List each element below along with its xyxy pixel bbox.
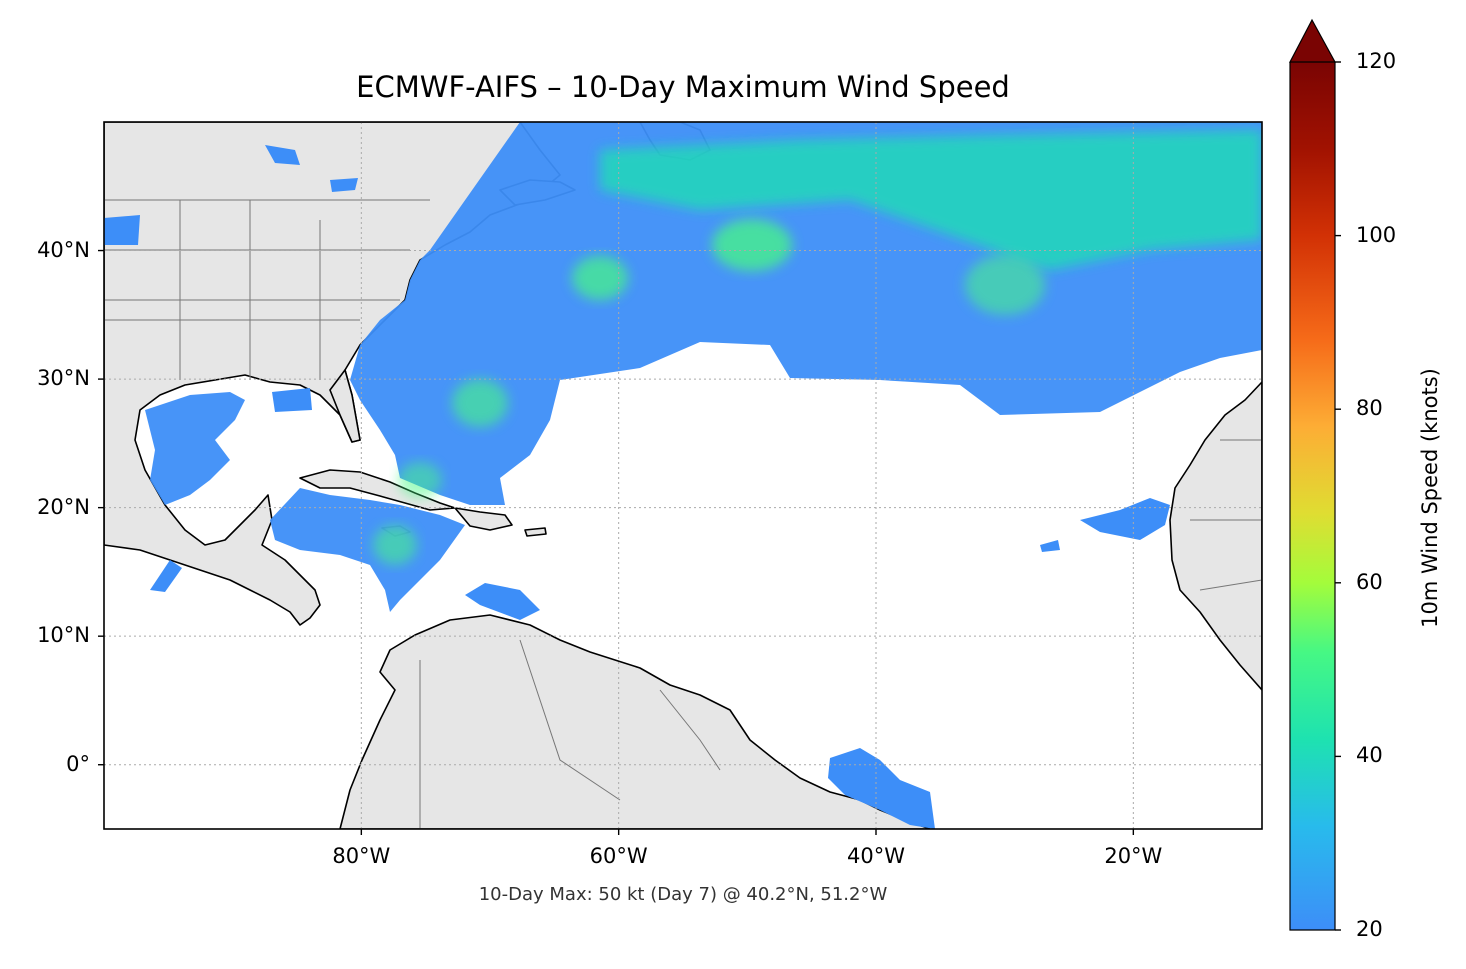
axis-ticks	[98, 249, 1135, 835]
florida	[329, 369, 361, 443]
lat-tick-label: 20°N	[37, 494, 90, 519]
wind-swath-pacific	[150, 560, 182, 592]
wind-field	[104, 122, 1262, 829]
colorbar-extend-arrow	[1289, 18, 1337, 63]
wind-swath-equatorial	[828, 748, 935, 829]
map-panel	[104, 122, 1262, 829]
wind-swath-cape-verde	[1080, 498, 1170, 540]
colorbar-tick-label: 60	[1356, 569, 1383, 594]
colorbar-tick-label: 100	[1356, 222, 1397, 247]
wind-swath-caribbean	[270, 488, 465, 612]
puerto-rico	[524, 527, 547, 537]
lat-tick-label: 0°	[66, 751, 90, 776]
borders	[104, 199, 1262, 829]
wind-swath-gulf	[145, 392, 245, 505]
lat-tick-label: 40°N	[37, 237, 90, 262]
hispaniola	[454, 507, 513, 531]
wind-core-storm-a	[712, 219, 792, 271]
colorbar-gradient	[1290, 62, 1335, 930]
wind-swath-gulf-east	[272, 388, 312, 412]
colorbar-tick-label: 80	[1356, 396, 1383, 421]
lon-tick-label: 40°W	[847, 844, 905, 868]
colorbar-tick-marks	[1335, 61, 1341, 931]
colorbar-tick-label: 40	[1356, 743, 1383, 768]
colorbar-frame	[1289, 62, 1336, 931]
wind-core-bahamas	[398, 462, 442, 498]
south-america	[339, 614, 931, 829]
wind-swath-lakes	[104, 145, 358, 245]
colorbar-axis-label: 10m Wind Speed (knots)	[1418, 368, 1442, 628]
lon-tick-label: 80°W	[332, 844, 391, 868]
colorbar-tick-label: 120	[1356, 49, 1397, 73]
chart-title: ECMWF-AIFS – 10-Day Maximum Wind Speed	[356, 70, 1010, 104]
gridlines	[104, 122, 1262, 829]
wind-core-storm-c	[965, 255, 1045, 315]
wind-core-north-band	[600, 130, 1262, 270]
lat-tick-label: 30°N	[37, 366, 90, 391]
africa	[1169, 381, 1262, 691]
wind-core-caribbean	[373, 525, 417, 565]
wind-swath-lesser-antilles	[465, 583, 540, 620]
max-wind-footnote: 10-Day Max: 50 kt (Day 7) @ 40.2°N, 51.2…	[478, 884, 888, 905]
lon-tick-label: 20°W	[1104, 844, 1163, 868]
colorbar-tick-label: 20	[1356, 917, 1383, 941]
colorbar	[1289, 18, 1341, 931]
wind-core-storm-b	[572, 256, 628, 300]
wind-swath-east-atlantic-small	[1040, 540, 1060, 552]
wind-core-storm-d	[452, 379, 508, 427]
lat-tick-label: 10°N	[37, 623, 90, 648]
lon-tick-label: 60°W	[589, 844, 648, 868]
map-frame	[103, 121, 1263, 830]
